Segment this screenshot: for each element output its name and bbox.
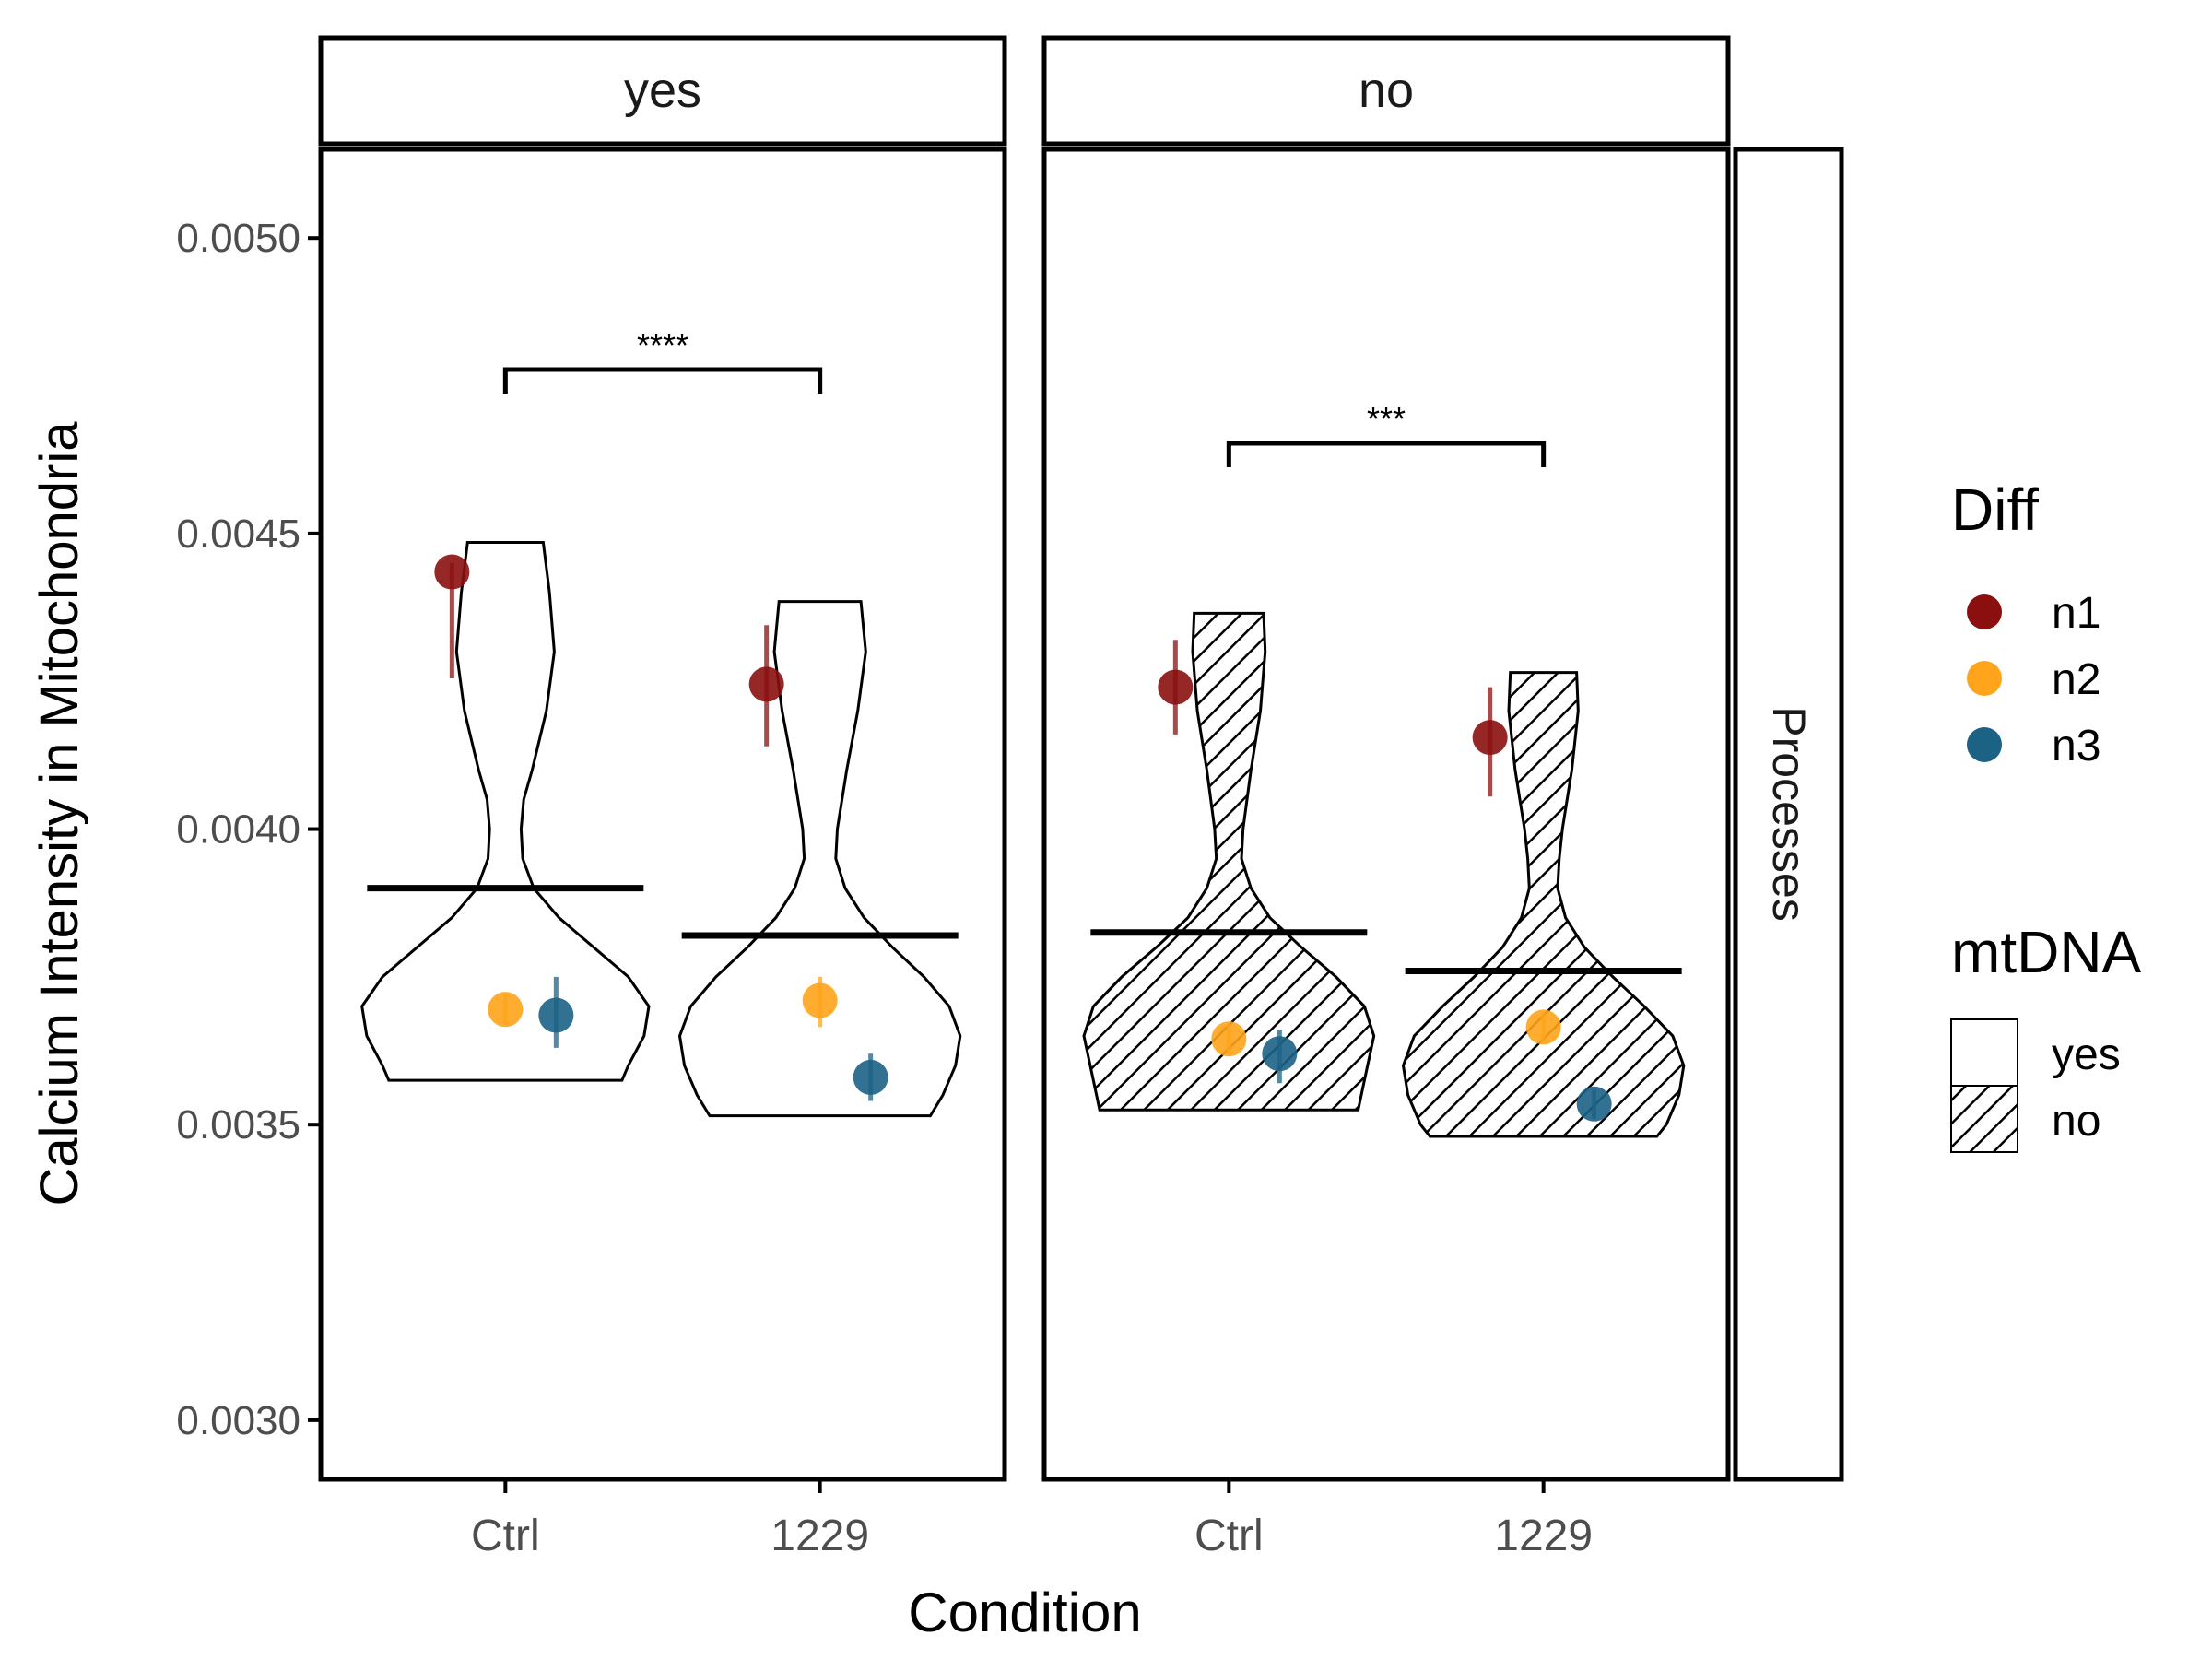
facet-strip [318,35,1007,147]
point-n2 [802,982,838,1018]
point-n1 [434,554,470,590]
y-tick-label: 0.0050 [176,216,300,261]
legend-key-yes [1950,1018,2018,1087]
row-strip-label: Processes [1763,706,1815,921]
significance-bracket [1226,441,1547,467]
point-n2 [1525,1009,1561,1045]
legend-label: n1 [2052,589,2100,638]
facet-strip-label: yes [624,63,701,118]
x-tick-label: 1229 [771,1512,869,1560]
point-n1 [748,666,784,702]
facet-panel-yes: yes Ctrl 1229 **** [318,35,1007,1560]
violin-1229 [1401,671,1686,1138]
point-n3 [1262,1036,1298,1072]
y-tick-label: 0.0035 [176,1102,300,1147]
y-tick-label: 0.0040 [176,807,300,853]
x-tick-label: Ctrl [1194,1512,1264,1560]
row-strip [1733,147,1844,1482]
violin-Ctrl [1082,611,1376,1112]
y-tick-label: 0.0030 [176,1398,300,1443]
legend-label: yes [2052,1030,2121,1079]
legend-key-no [1950,1085,2018,1153]
x-tick-label: Ctrl [471,1512,540,1560]
axis-layer: 0.0030 0.0035 0.0040 0.0045 0.0050 Calcium In… [29,149,1142,1643]
legend-key-n2 [1967,661,2002,696]
panel-border [318,147,1007,1482]
point-n3 [538,997,574,1033]
point-n1 [1472,720,1508,756]
violin-1229 [677,600,962,1118]
significance-bracket [502,367,823,394]
violin-Ctrl [360,541,651,1082]
significance-label: **** [637,326,688,364]
panel-border [1041,147,1731,1482]
panel-layer: yes Ctrl 1229 **** no Ctrl 1229 *** Processes [318,35,1844,1560]
legend-label: no [2052,1097,2100,1146]
significance-label: *** [1367,400,1406,438]
y-axis-title: Calcium Intensity in Mitochondria [29,421,89,1206]
legend-label: n3 [2052,722,2100,771]
legend-title-mtdna: mtDNA [1951,919,2142,985]
legend-layer: Diff n1 n2 n3 mtDNA yes no [1950,477,2142,1153]
legend-title-diff: Diff [1951,477,2039,543]
point-n3 [853,1059,888,1095]
legend-key-n1 [1967,594,2002,629]
x-axis-title: Condition [908,1582,1142,1643]
facet-panel-no: no Ctrl 1229 *** [1041,35,1731,1560]
x-tick-label: 1229 [1494,1512,1593,1560]
facet-strip-label: no [1359,63,1414,118]
legend-key-n3 [1967,727,2002,762]
point-n2 [1211,1021,1247,1057]
facet-strip [1041,35,1731,147]
point-n3 [1576,1086,1612,1122]
point-n2 [488,992,524,1028]
point-n1 [1158,669,1194,705]
legend-label: n2 [2052,655,2100,704]
y-tick-label: 0.0045 [176,512,300,557]
